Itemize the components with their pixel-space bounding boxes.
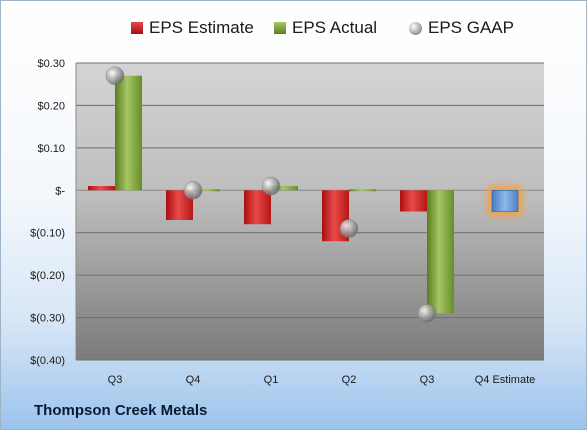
y-tick-label: $(0.40) [30,355,65,367]
eps-gaap-marker [261,176,281,196]
legend-item-actual: EPS Actual [274,15,377,41]
eps-actual-bar [193,189,220,192]
x-tick-label: Q1 [264,374,279,386]
gaap-swatch-icon [409,21,422,35]
y-tick-label: $- [55,185,65,197]
gridlines [76,62,544,361]
eps-gaap-marker [105,66,125,85]
gaap-markers [105,66,437,323]
eps-actual-bar [349,189,376,192]
y-axis: $0.30 $0.20 $0.10 $- $(0.10) $(0.20) $(0.30) $(… [30,58,77,367]
x-tick-label: Q2 [342,374,357,386]
plot-area [76,63,544,360]
eps-gaap-marker [183,181,203,200]
estimate-swatch-icon [131,22,143,34]
y-tick-label: $0.30 [37,58,65,70]
eps-actual-bar [271,186,298,191]
company-name: Thompson Creek Metals [34,402,208,419]
bars [88,75,523,314]
legend: EPS Estimate EPS Actual EPS GAAP [1,15,586,41]
eps-estimate-bar [88,186,115,191]
legend-label-actual: EPS Actual [292,18,378,37]
eps-gaap-marker [339,219,359,238]
eps-forecast-bar [491,189,519,212]
eps-gaap-marker [417,304,437,323]
x-tick-label: Q3 [420,374,435,386]
eps-estimate-bar [244,190,271,225]
legend-label-estimate: EPS Estimate [149,18,254,37]
eps-actual-bar [115,75,142,191]
eps-estimate-bar [400,190,427,212]
eps-actual-bar [427,190,454,314]
y-tick-label: $0.20 [37,100,65,112]
x-tick-label: Q4 [186,374,201,386]
x-axis: Q3 Q4 Q1 Q2 Q3 Q4 Estimate [108,374,536,386]
y-tick-label: $(0.30) [30,313,65,325]
y-tick-label: $(0.20) [30,270,65,282]
legend-item-estimate: EPS Estimate [131,15,254,41]
y-tick-label: $0.10 [37,143,65,155]
x-tick-label: Q4 Estimate [475,374,536,386]
legend-item-gaap: EPS GAAP [409,15,514,41]
y-tick-label: $(0.10) [30,228,65,240]
legend-label-gaap: EPS GAAP [428,18,514,37]
actual-swatch-icon [274,22,286,34]
x-tick-label: Q3 [108,374,123,386]
